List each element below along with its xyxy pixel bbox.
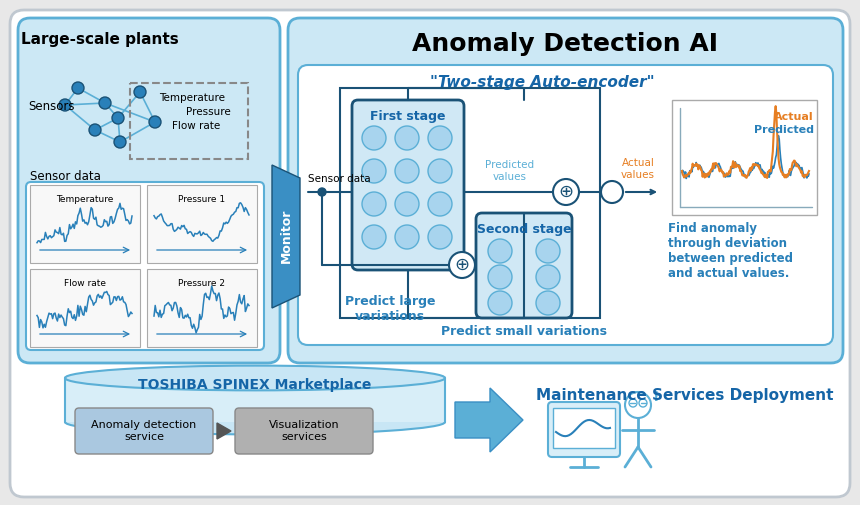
Text: Anomaly detection
service: Anomaly detection service (91, 420, 197, 442)
Circle shape (428, 192, 452, 216)
Text: First stage: First stage (371, 110, 445, 123)
Circle shape (112, 112, 124, 124)
Text: Actual: Actual (774, 112, 814, 122)
FancyBboxPatch shape (298, 65, 833, 345)
Text: Temperature: Temperature (159, 93, 225, 103)
Text: Second stage: Second stage (476, 223, 571, 236)
Bar (30, 185, 140, 263)
Circle shape (488, 291, 512, 315)
Text: Monitor: Monitor (280, 209, 292, 263)
Ellipse shape (65, 410, 445, 434)
Circle shape (114, 136, 126, 148)
Circle shape (395, 192, 419, 216)
Text: Sensors: Sensors (28, 100, 75, 113)
Circle shape (428, 126, 452, 150)
Circle shape (318, 188, 326, 196)
Circle shape (149, 116, 161, 128)
Circle shape (59, 99, 71, 111)
Circle shape (362, 159, 386, 183)
Ellipse shape (65, 366, 445, 390)
Text: Predict small variations: Predict small variations (441, 325, 607, 338)
Text: Visualization
services: Visualization services (268, 420, 340, 442)
Bar (147, 269, 257, 347)
Circle shape (625, 392, 651, 418)
FancyBboxPatch shape (10, 10, 850, 497)
Polygon shape (455, 388, 523, 452)
Circle shape (488, 239, 512, 263)
Text: Maintenance Services Deployment: Maintenance Services Deployment (537, 388, 833, 403)
Bar (340, 88, 600, 318)
Text: Pressure 1: Pressure 1 (178, 195, 225, 204)
Circle shape (536, 239, 560, 263)
Circle shape (601, 181, 623, 203)
Circle shape (428, 225, 452, 249)
Bar (130, 83, 248, 159)
Text: "Two-stage Auto-encoder": "Two-stage Auto-encoder" (430, 75, 654, 90)
Text: Find anomaly
through deviation
between predicted
and actual values.: Find anomaly through deviation between p… (668, 222, 793, 280)
Bar (553, 408, 615, 448)
Text: Temperature: Temperature (56, 195, 114, 204)
Text: TOSHIBA SPINEX Marketplace: TOSHIBA SPINEX Marketplace (138, 378, 372, 392)
FancyBboxPatch shape (548, 402, 620, 457)
Text: Predicted: Predicted (754, 125, 814, 135)
Bar (30, 269, 140, 347)
Text: Predict large
variations: Predict large variations (345, 295, 435, 323)
Text: ⊕: ⊕ (558, 183, 574, 201)
Text: Large-scale plants: Large-scale plants (22, 32, 179, 47)
Circle shape (72, 82, 84, 94)
Text: Actual
values: Actual values (621, 159, 655, 180)
FancyBboxPatch shape (352, 100, 464, 270)
Circle shape (395, 159, 419, 183)
Circle shape (99, 97, 111, 109)
Circle shape (362, 192, 386, 216)
Circle shape (536, 291, 560, 315)
Polygon shape (217, 423, 231, 439)
Bar (147, 185, 257, 263)
Text: Flow rate: Flow rate (64, 279, 106, 288)
Text: ⊕: ⊕ (454, 256, 470, 274)
Circle shape (134, 86, 146, 98)
Text: Pressure: Pressure (186, 107, 230, 117)
FancyBboxPatch shape (75, 408, 213, 454)
Circle shape (89, 124, 101, 136)
Circle shape (449, 252, 475, 278)
Circle shape (362, 225, 386, 249)
FancyBboxPatch shape (235, 408, 373, 454)
FancyBboxPatch shape (18, 18, 280, 363)
Text: Sensor data: Sensor data (308, 174, 371, 184)
Circle shape (553, 179, 579, 205)
Circle shape (536, 265, 560, 289)
Text: !: ! (653, 390, 660, 404)
Bar (65, 378, 445, 422)
Polygon shape (272, 165, 300, 308)
FancyBboxPatch shape (288, 18, 843, 363)
Circle shape (362, 126, 386, 150)
Circle shape (395, 126, 419, 150)
FancyBboxPatch shape (26, 182, 264, 350)
Circle shape (428, 159, 452, 183)
Text: Anomaly Detection AI: Anomaly Detection AI (412, 32, 718, 56)
Bar (672, 100, 817, 215)
Circle shape (488, 265, 512, 289)
FancyBboxPatch shape (476, 213, 572, 318)
Text: Flow rate: Flow rate (172, 121, 220, 131)
Text: Pressure 2: Pressure 2 (179, 279, 225, 288)
Text: Sensor data: Sensor data (30, 170, 101, 183)
Text: Predicted
values: Predicted values (485, 161, 535, 182)
Circle shape (395, 225, 419, 249)
